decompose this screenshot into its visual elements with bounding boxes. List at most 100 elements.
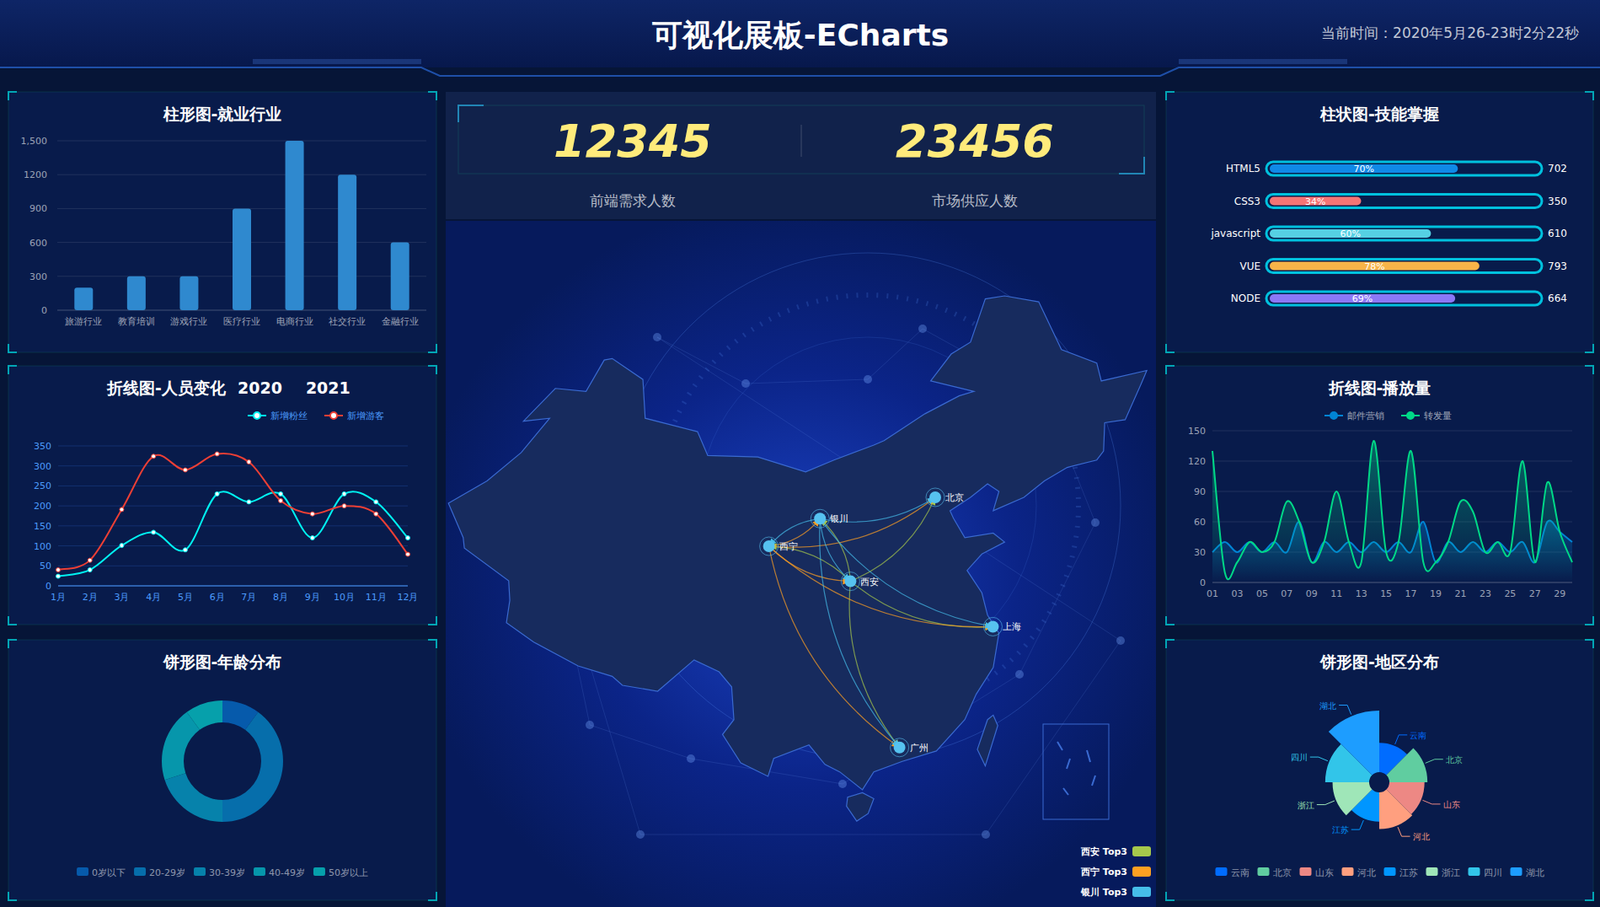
x-tick-label: 9月 <box>305 591 321 603</box>
city <box>813 512 826 525</box>
network-dot <box>838 779 847 788</box>
network-line <box>1019 522 1096 675</box>
bar <box>179 276 198 311</box>
panel-corner <box>1166 343 1175 353</box>
bar <box>337 174 357 311</box>
x-tick-label: 29 <box>1553 588 1566 600</box>
legend-swatch <box>1510 866 1523 876</box>
marker <box>56 567 61 573</box>
y-tick-label: 0 <box>45 580 52 592</box>
y-tick-label: 60 <box>1193 516 1206 528</box>
legend-label: 云南 <box>1230 866 1250 878</box>
marker <box>406 535 411 541</box>
panel-corner <box>428 639 437 648</box>
chart-title: 柱状图-技能掌握 <box>1319 104 1440 124</box>
x-tick-label: 21 <box>1454 588 1467 600</box>
legend-label: 北京 <box>1273 866 1292 878</box>
bar <box>232 208 252 311</box>
leader-line <box>1425 759 1444 764</box>
panel-corner <box>1584 365 1594 375</box>
grid-line <box>58 445 408 447</box>
slice-label: 山东 <box>1443 799 1461 809</box>
network-dot <box>981 829 990 839</box>
category-label: VUE <box>1239 260 1261 273</box>
map-legend-label: 西宁 Top3 <box>1080 866 1128 878</box>
x-tick-label: 5月 <box>177 591 193 603</box>
grid-line <box>57 140 427 142</box>
slice-label: 北京 <box>1445 754 1463 765</box>
slice-label: 河北 <box>1412 831 1430 841</box>
slice <box>1385 748 1428 782</box>
map-island <box>846 791 874 821</box>
panel-corner <box>8 365 17 375</box>
network-dot <box>1116 636 1125 645</box>
network-dot <box>636 829 645 839</box>
marker <box>87 557 92 562</box>
dashboard: 可视化展板-ECharts当前时间：2020年5月26-23时2分22秒1234… <box>0 0 1600 907</box>
route <box>769 497 936 547</box>
total-label: 610 <box>1547 227 1568 240</box>
data-label: 70% <box>1353 163 1374 175</box>
slice <box>1332 781 1373 815</box>
marker <box>182 547 188 552</box>
total-label: 702 <box>1547 162 1568 175</box>
marker <box>119 543 124 548</box>
network-line <box>985 640 1121 835</box>
kpi-frame <box>458 105 1145 174</box>
total-label: 664 <box>1547 292 1568 305</box>
panel <box>1166 91 1594 353</box>
data-label: 78% <box>1364 261 1385 273</box>
year-tab[interactable]: 2020 <box>237 378 283 397</box>
legend-marker <box>1330 412 1338 419</box>
bar <box>74 287 93 311</box>
x-tick-label: 3月 <box>113 591 129 603</box>
legend-swatch <box>133 866 146 876</box>
marker <box>310 511 315 516</box>
map-legend-label: 银川 Top3 <box>1080 886 1128 898</box>
legend-label: 河北 <box>1357 866 1376 878</box>
legend-swatch <box>253 866 266 876</box>
legend-label: 新增游客 <box>347 410 385 422</box>
slice <box>222 711 284 822</box>
bar-frame <box>1266 226 1542 241</box>
bar-frame <box>1266 161 1542 176</box>
marker <box>246 499 252 504</box>
map-legend-swatch <box>1132 845 1151 857</box>
x-tick-label: 17 <box>1405 588 1418 600</box>
south-sea-inset <box>1043 723 1109 819</box>
kpi-corner <box>458 105 484 123</box>
kpi-label: 市场供应人数 <box>931 192 1018 209</box>
city-label: 北京 <box>945 492 964 504</box>
city-label: 西安 <box>860 576 879 588</box>
x-tick-label: 金融行业 <box>381 315 419 327</box>
year-tab[interactable]: 2021 <box>305 378 351 397</box>
marker <box>342 503 347 509</box>
legend-label: 转发量 <box>1423 410 1452 422</box>
panel <box>1166 365 1594 625</box>
network-line <box>640 834 986 835</box>
city <box>893 741 906 754</box>
panel <box>8 91 437 353</box>
city-ripple <box>983 616 1002 636</box>
background <box>0 0 1600 907</box>
legend-label: 40-49岁 <box>268 866 306 878</box>
x-tick-label: 1月 <box>50 591 66 603</box>
map-legend-swatch <box>1132 886 1151 897</box>
x-tick-label: 医疗行业 <box>223 315 261 327</box>
page-title: 可视化展板-ECharts <box>652 17 949 53</box>
chart-title: 折线图-人员变化 <box>106 378 227 397</box>
slice <box>1328 710 1380 776</box>
legend: 云南北京山东河北江苏浙江四川湖北 <box>1215 866 1545 878</box>
legend-label: 新增粉丝 <box>270 410 308 422</box>
total-label: 793 <box>1547 260 1568 273</box>
legend-label: 0岁以下 <box>91 866 126 878</box>
slice <box>165 772 223 822</box>
line <box>1212 440 1573 579</box>
legend-label: 山东 <box>1315 866 1334 878</box>
legend-label: 湖北 <box>1525 866 1545 878</box>
x-tick-label: 03 <box>1230 588 1243 600</box>
city-label: 上海 <box>1002 620 1022 632</box>
network-dot <box>863 374 873 384</box>
y-tick-label: 200 <box>33 500 52 512</box>
x-tick-label: 07 <box>1280 588 1293 600</box>
